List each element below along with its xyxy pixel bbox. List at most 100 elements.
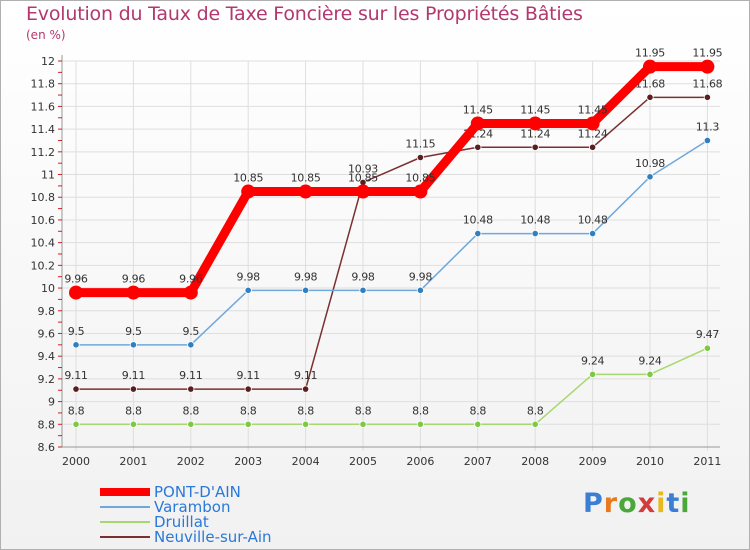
y-tick-label: 8.8 [38,418,56,431]
data-point [301,286,310,294]
legend-label: Neuville-sur-Ain [154,528,272,546]
data-point [187,385,195,393]
data-label: 9.96 [64,273,88,286]
x-tick-label: 2011 [693,455,721,468]
data-point [585,116,600,131]
series-druillat: 8.8 8.8 8.8 8.8 8.8 8.8 8.8 8.8 8.8 9.24 9.24 9.47 [68,328,720,428]
data-point [588,370,597,378]
y-tick-label: 10 [41,282,55,295]
data-label: 11.45 [578,103,608,116]
legend-label: Varambon [154,498,231,516]
data-point [528,116,543,131]
y-tick-label: 11.6 [31,100,56,113]
x-tick-label: 2004 [292,455,320,468]
data-point [416,153,424,162]
data-point [474,229,482,238]
data-label: 11.95 [692,47,722,60]
data-label: 9.98 [409,270,433,283]
data-point [416,420,424,428]
logo-letter: P [583,488,604,519]
logo-letter: o [618,488,638,519]
y-tick-label: 9 [48,396,55,409]
proxiti-logo: Proxiti [583,488,691,519]
x-tick-label: 2007 [464,455,492,468]
series-pont-d-ain: 9.96 9.96 9.96 10.85 10.85 10.85 10.85 11.45 11.… [64,47,723,300]
data-point [187,341,195,349]
data-point [301,420,310,428]
data-label: 10.48 [520,214,550,227]
data-label: 8.8 [183,404,200,417]
series-line [76,96,708,390]
data-label: 9.5 [68,325,85,338]
data-label: 9.98 [351,270,375,283]
data-point [643,59,657,74]
data-point [588,143,597,151]
y-tick-label: 11 [41,169,55,182]
data-point [126,285,141,300]
chart-title: Evolution du Taux de Taxe Foncière sur l… [26,3,583,25]
data-label: 9.5 [183,325,200,338]
data-point [129,341,137,349]
legend-swatch [100,506,150,508]
data-point [244,286,252,294]
data-label: 10.93 [348,162,378,175]
data-point [129,385,137,393]
data-label: 11.95 [635,47,665,60]
y-tick-label: 9.6 [38,327,56,340]
data-point [646,370,654,378]
x-tick-label: 2008 [521,455,549,468]
data-point [187,420,195,428]
logo-letter: t [666,488,681,519]
y-tick-label: 10.8 [31,191,56,204]
data-label: 9.96 [179,273,203,286]
data-label: 10.85 [233,172,263,185]
data-label: 9.11 [122,369,145,382]
data-point [531,229,539,238]
y-tick-label: 10.2 [31,259,56,272]
data-label: 11.3 [696,120,720,133]
logo-letter: i [680,488,691,519]
data-point [359,420,367,428]
data-point [646,173,654,181]
data-label: 9.11 [179,369,202,382]
y-axis: 8.6 8.8 9 9.2 9.4 9.6 9.8 10 10.2 10.4 10.6 10.8 11 1… [31,55,720,454]
data-label: 9.11 [64,369,87,382]
data-point [183,285,198,300]
gridlines [62,60,720,451]
series-line [76,139,708,346]
data-point [474,143,482,151]
data-point [531,420,539,428]
data-point [416,286,424,294]
data-label: 8.8 [125,404,142,417]
data-label: 9.5 [125,325,142,338]
data-point [72,420,80,428]
data-point [298,184,313,199]
y-tick-label: 9.8 [38,305,56,318]
y-tick-label: 10.6 [31,214,56,227]
data-point [301,385,310,393]
data-label: 9.24 [638,354,662,367]
logo-letter: r [603,488,619,519]
legend-label: Druillat [154,513,209,531]
x-tick-label: 2006 [406,455,434,468]
x-tick-label: 2002 [177,455,205,468]
data-label: 8.8 [470,404,487,417]
y-tick-label: 10.4 [31,237,56,250]
data-label: 8.8 [527,404,544,417]
data-label: 9.98 [294,270,318,283]
data-label: 11.24 [520,127,550,140]
logo-letter: i [656,488,667,519]
data-label: 11.45 [520,103,550,116]
data-label: 10.48 [463,214,493,227]
data-point [359,286,367,294]
data-point [241,184,256,199]
data-point [129,420,137,428]
x-tick-label: 2003 [234,455,262,468]
data-label: 8.8 [412,404,429,417]
data-label: 9.98 [237,270,261,283]
y-axis-unit: (en %) [26,28,66,42]
data-point [69,285,83,300]
data-point [700,59,715,74]
x-tick-label: 2005 [349,455,377,468]
logo-letter: x [637,488,657,519]
